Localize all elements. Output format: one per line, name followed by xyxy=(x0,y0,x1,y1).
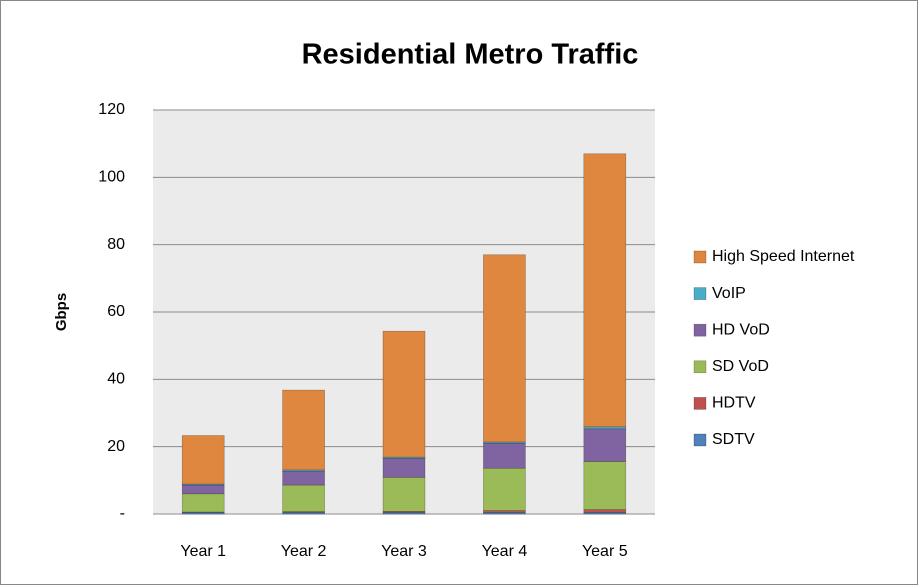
bar-segment xyxy=(483,441,526,444)
bar-segment xyxy=(181,493,225,513)
x-tick-label: Year 3 xyxy=(381,543,427,560)
legend-label: VoIP xyxy=(712,285,746,302)
bar-segment xyxy=(583,153,627,428)
bar-segment xyxy=(382,330,426,458)
legend-swatch xyxy=(693,433,707,447)
x-tick-label: Year 2 xyxy=(281,543,327,560)
y-tick-label: 100 xyxy=(98,169,125,186)
legend-swatch xyxy=(693,360,707,374)
chart-title: Residential Metro Traffic xyxy=(302,39,639,71)
x-tick-label: Year 1 xyxy=(180,543,226,560)
bar-segment xyxy=(483,467,526,511)
legend-label: HD VoD xyxy=(712,321,770,338)
bar-segment xyxy=(181,435,225,485)
bar-segment xyxy=(483,254,526,443)
y-tick-label: 80 xyxy=(107,236,125,253)
bar-segment xyxy=(483,442,526,469)
bar-segment xyxy=(282,484,325,512)
bar-segment xyxy=(282,470,325,486)
y-tick-label: 40 xyxy=(107,371,125,388)
bar-segment xyxy=(382,458,426,478)
bar-segment xyxy=(181,484,225,495)
legend-swatch xyxy=(693,323,707,337)
y-tick-label: 60 xyxy=(107,303,125,320)
bar-segment xyxy=(282,389,325,471)
y-tick-label: - xyxy=(120,505,125,522)
bar-segment xyxy=(583,426,627,430)
y-tick-label: 20 xyxy=(107,438,125,455)
legend-swatch xyxy=(693,397,707,410)
legend-label: SDTV xyxy=(712,431,755,448)
x-tick-label: Year 4 xyxy=(482,543,528,560)
bar-segment xyxy=(583,428,627,462)
legend-label: SD VoD xyxy=(712,358,769,375)
legend-label: HDTV xyxy=(712,395,756,412)
y-tick-label: 120 xyxy=(98,101,125,118)
x-tick-label: Year 5 xyxy=(582,543,628,560)
legend-swatch xyxy=(693,287,707,300)
y-axis-label: Gbps xyxy=(53,293,70,331)
bar-segment xyxy=(382,477,426,512)
legend-label: High Speed Internet xyxy=(712,248,855,265)
bar-segment xyxy=(583,461,627,510)
bar-segment xyxy=(583,509,627,513)
legend-swatch xyxy=(693,250,707,264)
